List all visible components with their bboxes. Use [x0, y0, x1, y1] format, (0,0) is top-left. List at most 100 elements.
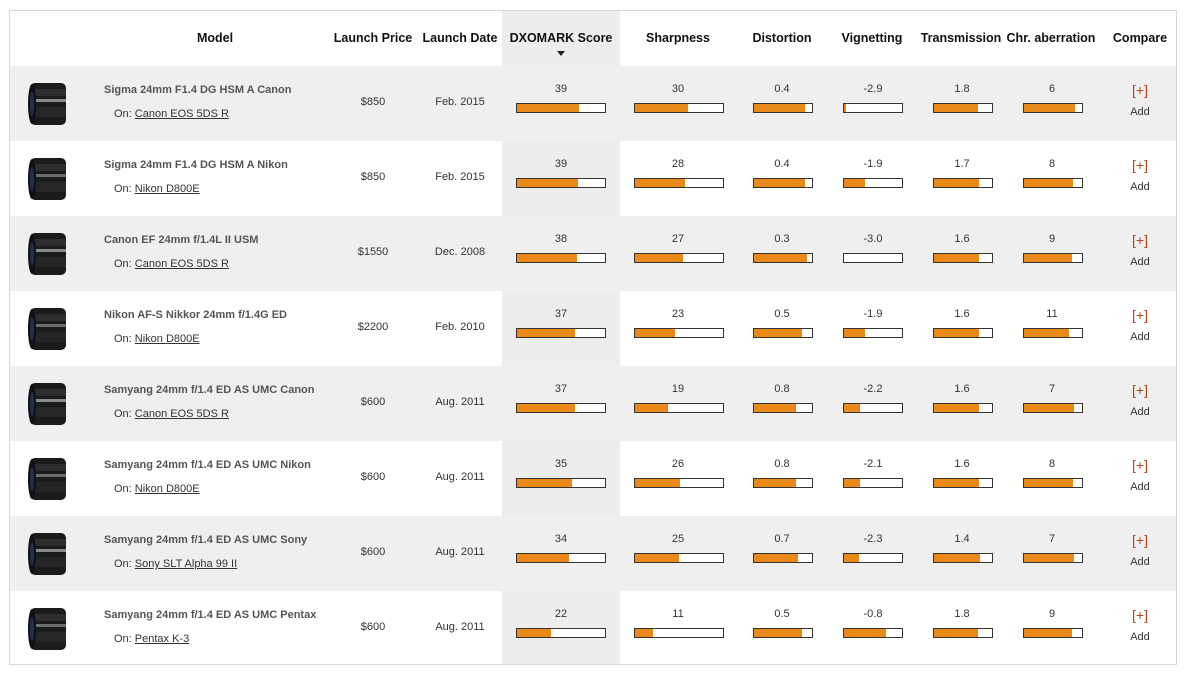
header-distortion[interactable]: Distortion	[752, 31, 812, 45]
distortion-bar-fill	[754, 554, 798, 562]
compare-add-link[interactable]: Add	[1130, 256, 1150, 268]
lens-model-name[interactable]: Nikon AF-S Nikkor 24mm f/1.4G ED	[104, 309, 287, 321]
lens-model-name[interactable]: Sigma 24mm F1.4 DG HSM A Canon	[104, 84, 292, 96]
lens-thumbnail[interactable]	[24, 154, 72, 204]
launch-price: $1550	[357, 246, 389, 258]
vignetting-value: -3.0	[863, 233, 883, 245]
chr-value: 6	[1048, 83, 1056, 95]
compare-add-icon[interactable]: [+]	[1132, 157, 1148, 173]
sharpness-bar-fill	[635, 104, 688, 112]
compare-add-link[interactable]: Add	[1130, 556, 1150, 568]
lens-thumbnail[interactable]	[24, 529, 72, 579]
camera-link[interactable]: Canon EOS 5DS R	[134, 108, 229, 120]
camera-link[interactable]: Canon EOS 5DS R	[134, 408, 229, 420]
compare-add-link[interactable]: Add	[1130, 481, 1150, 493]
header-launch-price[interactable]: Launch Price	[333, 31, 413, 45]
lens-thumbnail[interactable]	[24, 379, 72, 429]
vignetting-bar	[843, 253, 903, 263]
camera-link[interactable]: Pentax K-3	[134, 633, 190, 645]
transmission-value: 1.6	[954, 308, 970, 320]
vignetting-bar-fill	[844, 404, 860, 412]
lens-thumbnail[interactable]	[24, 79, 72, 129]
lens-thumbnail[interactable]	[24, 304, 72, 354]
lens-thumbnail[interactable]	[24, 229, 72, 279]
transmission-bar	[933, 628, 993, 638]
launch-date: Aug. 2011	[435, 546, 485, 558]
vignetting-bar	[843, 628, 903, 638]
score-bar-fill	[517, 404, 575, 412]
transmission-bar-fill	[934, 104, 978, 112]
transmission-bar	[933, 403, 993, 413]
score-bar	[516, 403, 606, 413]
header-sharpness[interactable]: Sharpness	[646, 31, 710, 45]
sharpness-bar-fill	[635, 179, 685, 187]
lens-model-name[interactable]: Samyang 24mm f/1.4 ED AS UMC Canon	[104, 384, 315, 396]
compare-add-icon[interactable]: [+]	[1132, 382, 1148, 398]
distortion-bar	[753, 253, 813, 263]
lens-thumbnail[interactable]	[24, 454, 72, 504]
lens-model-name[interactable]: Samyang 24mm f/1.4 ED AS UMC Sony	[104, 534, 308, 546]
compare-add-icon[interactable]: [+]	[1132, 307, 1148, 323]
vignetting-bar-fill	[844, 629, 886, 637]
vignetting-bar-fill	[844, 179, 865, 187]
compare-add-icon[interactable]: [+]	[1132, 82, 1148, 98]
compare-add-icon[interactable]: [+]	[1132, 532, 1148, 548]
distortion-value: 0.5	[774, 308, 790, 320]
header-transmission[interactable]: Transmission	[920, 31, 1002, 45]
distortion-bar	[753, 478, 813, 488]
camera-link[interactable]: Sony SLT Alpha 99 II	[134, 558, 238, 570]
sort-descending-icon[interactable]	[557, 51, 565, 56]
score-bar-fill	[517, 329, 575, 337]
vignetting-value: -2.2	[863, 383, 883, 395]
header-model[interactable]: Model	[196, 31, 234, 45]
table-row: Nikon AF-S Nikkor 24mm f/1.4G ED On: Niko…	[10, 291, 1176, 366]
sharpness-value: 26	[671, 458, 685, 470]
tested-on-line: On: Nikon D800E	[114, 483, 200, 495]
launch-price: $2200	[357, 321, 389, 333]
distortion-bar-fill	[754, 179, 805, 187]
header-launch-date[interactable]: Launch Date	[422, 31, 498, 45]
camera-link[interactable]: Canon EOS 5DS R	[134, 258, 229, 270]
compare-add-link[interactable]: Add	[1130, 406, 1150, 418]
lens-model-name[interactable]: Samyang 24mm f/1.4 ED AS UMC Nikon	[104, 459, 311, 471]
header-vignetting[interactable]: Vignetting	[841, 31, 903, 45]
sharpness-bar	[634, 478, 724, 488]
vignetting-bar-fill	[844, 554, 859, 562]
compare-add-link[interactable]: Add	[1130, 631, 1150, 643]
launch-price: $600	[360, 471, 386, 483]
lens-model-name[interactable]: Sigma 24mm F1.4 DG HSM A Nikon	[104, 159, 288, 171]
lens-model-name[interactable]: Canon EF 24mm f/1.4L II USM	[104, 234, 259, 246]
launch-date: Aug. 2011	[435, 396, 485, 408]
score-bar	[516, 328, 606, 338]
chr-bar-fill	[1024, 104, 1075, 112]
compare-add-link[interactable]: Add	[1130, 181, 1150, 193]
vignetting-bar	[843, 328, 903, 338]
chr-bar	[1023, 178, 1083, 188]
chr-value: 11	[1046, 308, 1058, 320]
header-chr-aberration[interactable]: Chr. aberration	[1006, 31, 1096, 45]
distortion-bar	[753, 628, 813, 638]
transmission-bar	[933, 178, 993, 188]
compare-add-icon[interactable]: [+]	[1132, 232, 1148, 248]
camera-link[interactable]: Nikon D800E	[134, 183, 200, 195]
transmission-bar	[933, 478, 993, 488]
compare-add-icon[interactable]: [+]	[1132, 607, 1148, 623]
compare-add-link[interactable]: Add	[1130, 106, 1150, 118]
lens-model-name[interactable]: Samyang 24mm f/1.4 ED AS UMC Pentax	[104, 609, 317, 621]
lens-thumbnail[interactable]	[24, 604, 72, 654]
on-prefix: On:	[114, 558, 132, 570]
chr-bar-fill	[1024, 254, 1072, 262]
transmission-value: 1.8	[954, 83, 970, 95]
compare-add-link[interactable]: Add	[1130, 331, 1150, 343]
camera-link[interactable]: Nikon D800E	[134, 333, 200, 345]
distortion-bar-fill	[754, 629, 802, 637]
sharpness-bar	[634, 403, 724, 413]
distortion-bar	[753, 178, 813, 188]
table-row: Sigma 24mm F1.4 DG HSM A Canon On: Canon …	[10, 66, 1176, 141]
on-prefix: On:	[114, 183, 132, 195]
compare-add-icon[interactable]: [+]	[1132, 457, 1148, 473]
score-bar	[516, 628, 606, 638]
header-dxomark-score[interactable]: DXOMARK Score	[509, 31, 613, 45]
camera-link[interactable]: Nikon D800E	[134, 483, 200, 495]
transmission-bar-fill	[934, 329, 979, 337]
